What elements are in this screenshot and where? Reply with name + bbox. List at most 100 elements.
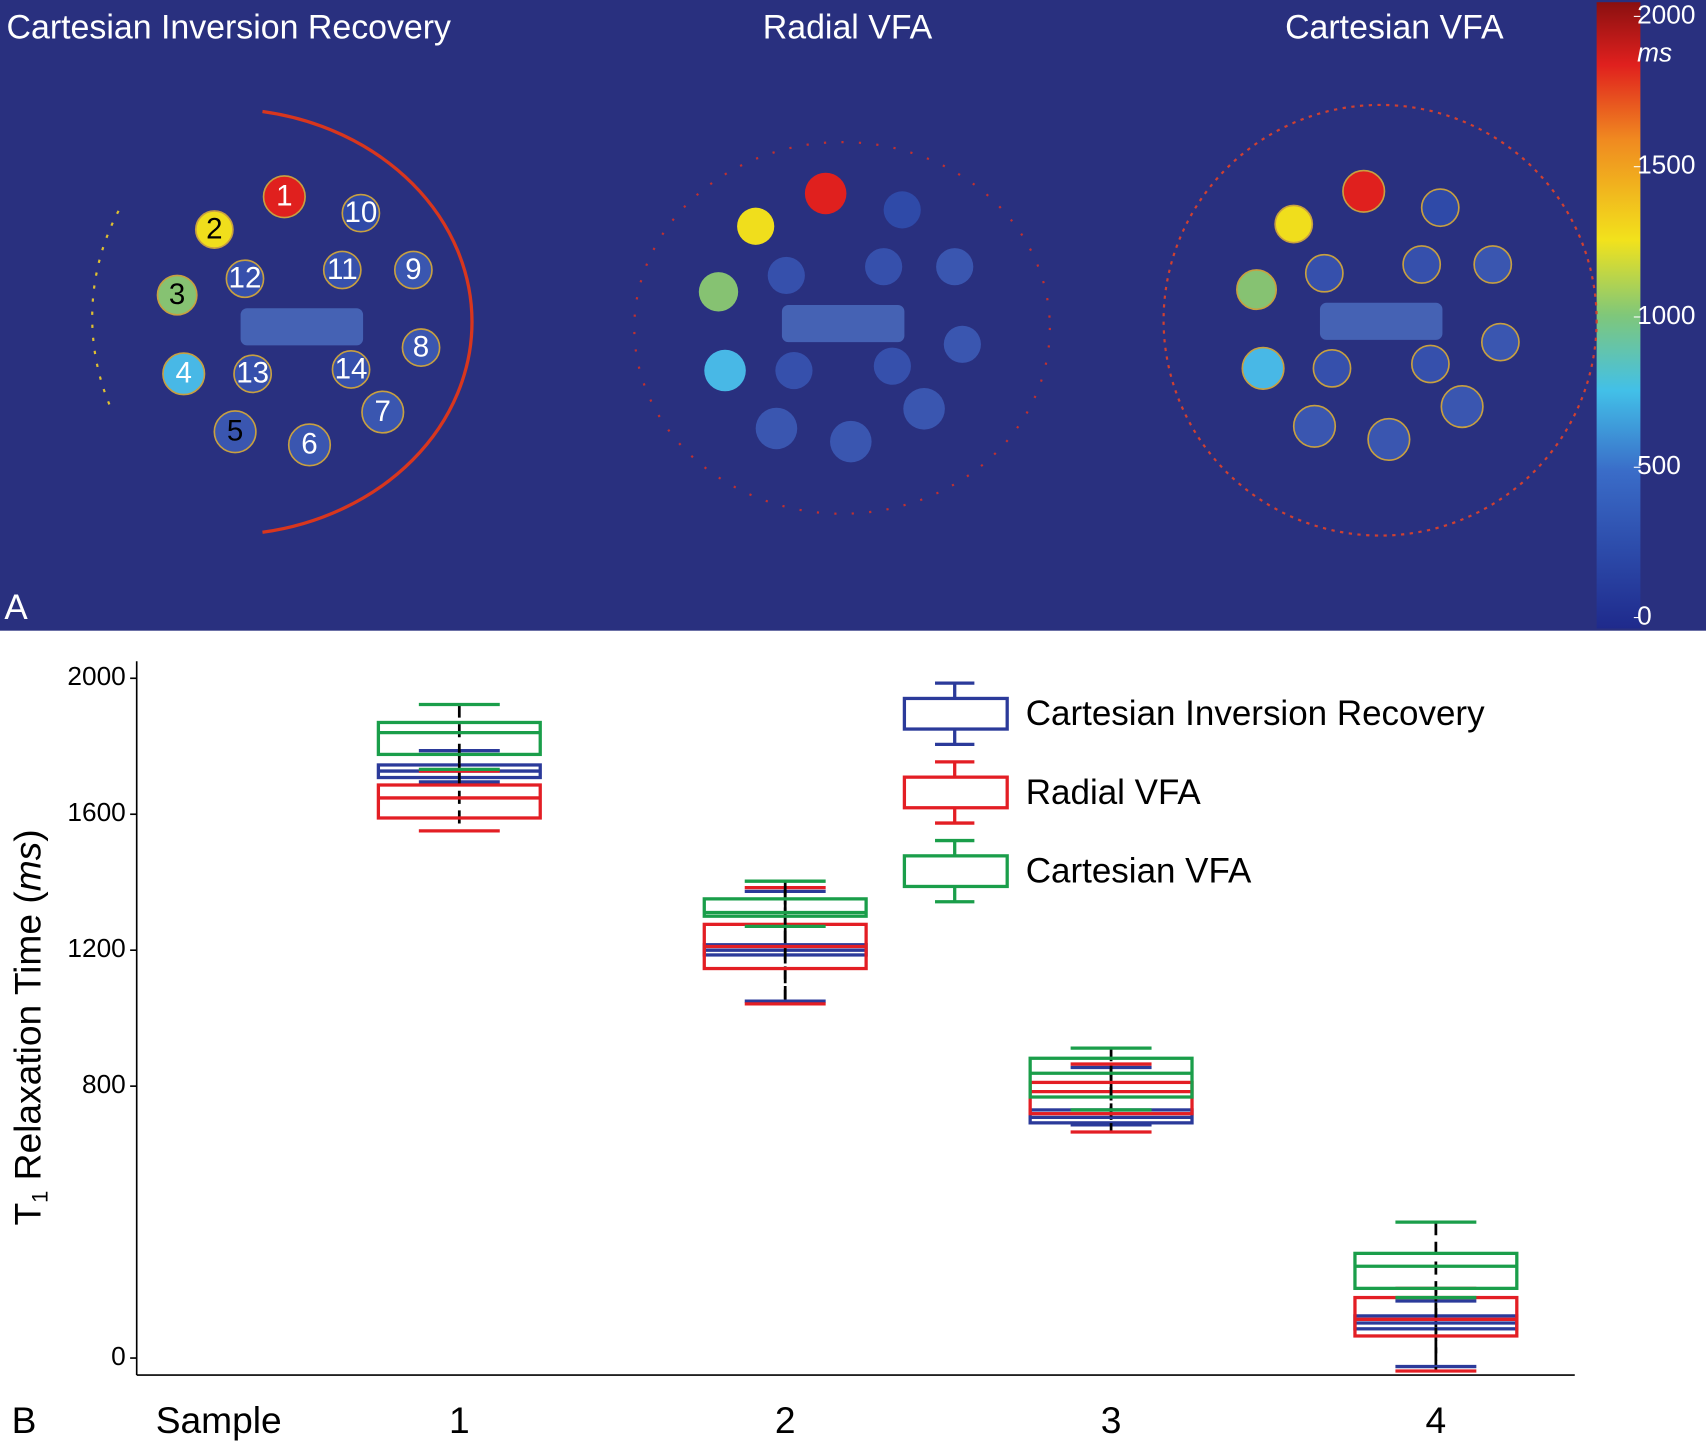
phantom-vial [1236,269,1278,311]
phantom-vial [1312,348,1352,388]
phantom-insert [1319,302,1443,340]
phantom-vial [873,347,911,385]
vial-label: 5 [227,415,243,448]
box [1028,1056,1194,1099]
vial-label: 10 [344,196,377,229]
phantom-vial [1342,169,1386,213]
phantom-vial [331,350,371,389]
vial-label: 14 [335,352,368,385]
y-tick-label: 800 [82,1069,126,1099]
x-tick-label: 3 [1101,1399,1122,1441]
y-tick-label: 2000 [67,661,125,691]
phantom-rim [633,141,1051,515]
x-tick-label: 1 [449,1399,470,1441]
phantom-vial [225,259,265,299]
phantom-vial [156,274,198,316]
colorbar-tick-label: 500 [1637,450,1681,480]
vial-label: 6 [301,428,317,461]
phantom-rim [262,109,474,534]
phantom-vial [755,407,798,450]
phantom-vial [262,175,306,219]
phantom-vial [1292,404,1337,448]
phantom-vial [1402,245,1442,284]
y-axis-label: T1 Relaxation Time (ms) [6,829,52,1225]
box [376,720,542,757]
phantom-vial [1304,253,1344,293]
colorbar [1596,2,1641,629]
colorbar-tick-label: 1000 [1637,300,1695,330]
phantom-vial [1367,417,1411,461]
y-label-part: ) [6,829,48,841]
image-title: Cartesian Inversion Recovery [7,8,452,46]
phantom-vial [775,351,813,390]
y-label-part: T [6,1203,48,1226]
vial-label: 9 [405,253,421,286]
box [376,783,542,820]
legend-label: Cartesian VFA [1026,852,1252,891]
vial-label: 12 [229,262,262,295]
phantom-vial [865,248,903,286]
phantom-vial [162,352,206,396]
y-label-part: Relaxation Time ( [6,891,48,1191]
y-tick-label: 1200 [67,933,125,963]
image-title: Cartesian VFA [1285,8,1504,46]
phantom-vial [830,420,872,463]
colorbar-tick-label: 0 [1637,600,1652,630]
vial-label: 11 [327,253,358,286]
phantom-vial [767,256,805,295]
y-label-part: ms [6,842,48,892]
phantom-vial [1480,322,1520,362]
legend-box [902,696,1009,731]
phantom-vial [1274,204,1314,244]
box [1353,1251,1519,1291]
phantom-vial [322,250,362,290]
phantom-vial [1420,188,1460,228]
phantom-vial [213,410,257,454]
phantom-insert [240,308,364,346]
vial-label: 4 [176,357,192,390]
vial-label: 2 [206,212,222,245]
phantom-vial [361,390,405,434]
vial-label: 1 [276,180,292,213]
phantom-vial [1411,344,1450,384]
y-tick-label: 0 [111,1341,126,1371]
vial-label: 7 [375,395,391,428]
phantom-vial [943,325,981,363]
phantom-vial [704,349,746,392]
phantom-vial [194,210,234,249]
legend-label: Cartesian Inversion Recovery [1026,694,1485,733]
colorbar-unit: ms [1637,38,1672,68]
phantom-vial [401,328,441,367]
legend-box [902,775,1009,810]
x-tick-label: 4 [1426,1399,1447,1441]
phantom-vial [936,248,974,286]
phantom-vial [233,354,273,394]
phantom-rim [1162,103,1598,537]
legend-label: Radial VFA [1026,773,1202,812]
panel-label: A [4,588,28,627]
phantom-insert [781,304,905,343]
phantom-vial [287,423,332,467]
phantom-vial [903,388,945,430]
colorbar-tick-label: 2000 [1637,0,1695,29]
y-tick-label: 1600 [67,797,125,827]
phantom-vial [341,193,381,233]
phantom-vial [883,191,921,229]
phantom-vial [698,272,739,312]
x-tick-label: 2 [775,1399,796,1441]
y-label-part: 1 [27,1191,52,1203]
box [702,897,868,918]
panel-label: B [12,1399,37,1441]
legend-box [902,854,1009,889]
phantom-vial [1473,245,1513,284]
colorbar-tick-label: 1500 [1637,150,1695,180]
vial-label: 3 [169,278,185,311]
phantom-vial [737,207,775,245]
phantom-vial [804,172,847,215]
phantom-vial [393,250,433,290]
phantom-vial [1241,346,1285,390]
phantom-vial [1440,385,1484,429]
vial-label: 8 [413,330,429,363]
x-axis-label: Sample [156,1399,282,1441]
